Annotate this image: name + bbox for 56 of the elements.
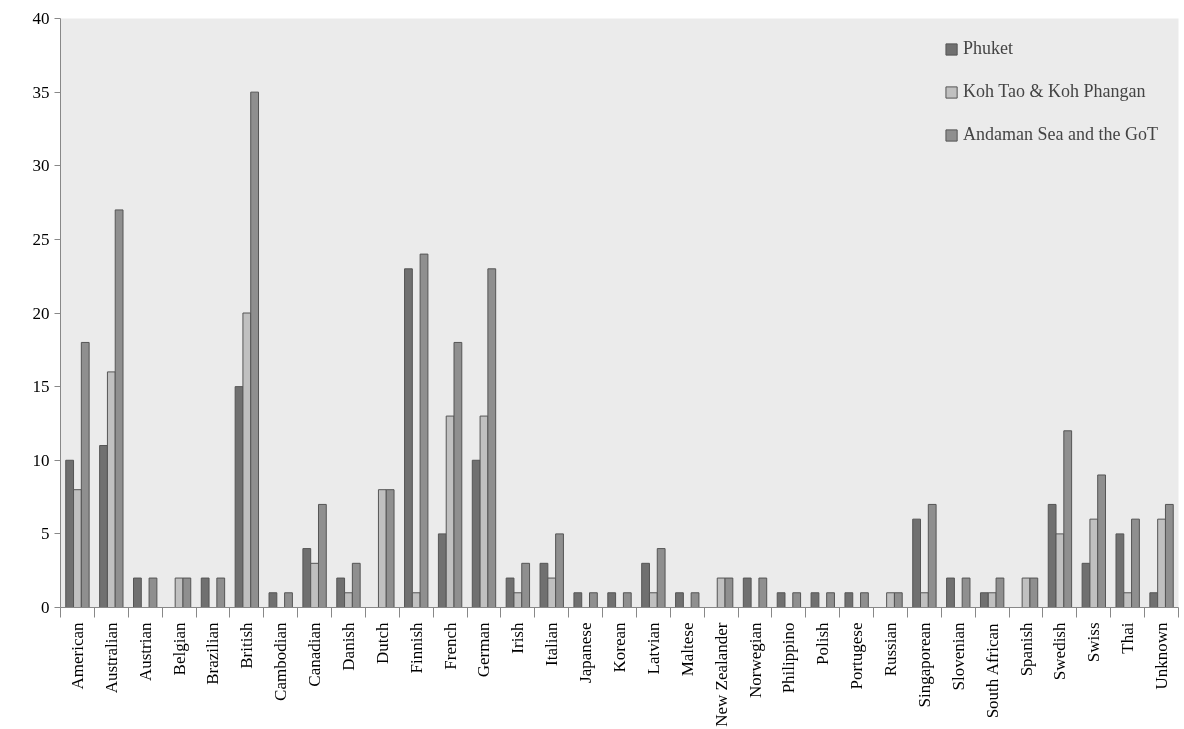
- x-tick-label: Belgian: [169, 622, 189, 676]
- bar: [946, 577, 955, 608]
- x-tick-label: Unknown: [1152, 622, 1172, 690]
- x-tick-label: Maltese: [677, 622, 697, 677]
- x-tick-label: Brazilian: [203, 622, 223, 685]
- bar: [810, 592, 820, 608]
- x-tick-label: Austrian: [135, 622, 155, 682]
- legend-label: Phuket: [963, 38, 1014, 59]
- bar: [675, 592, 684, 608]
- y-tick-label: 40: [32, 9, 50, 28]
- x-tick-label: Italian: [542, 622, 562, 666]
- x-tick-label: Canadian: [305, 622, 325, 687]
- bar: [742, 577, 752, 608]
- x-tick-label: German: [474, 622, 494, 678]
- y-tick-label: 5: [41, 524, 50, 544]
- x-tick-label: Australian: [101, 622, 121, 694]
- x-tick-label: Thai: [1118, 622, 1138, 654]
- y-tick-label: 20: [32, 303, 50, 323]
- x-tick-label: Latvian: [643, 622, 663, 675]
- x-tick-label: Irish: [508, 622, 528, 654]
- legend-label: Koh Tao & Koh Phangan: [963, 81, 1146, 102]
- x-tick-label: Swedish: [1050, 622, 1070, 681]
- x-tick-label: Russian: [881, 622, 901, 677]
- x-tick-label: Japanese: [576, 622, 596, 683]
- x-tick-label: Portugese: [847, 622, 867, 690]
- x-tick-label: Finnish: [406, 622, 426, 674]
- x-tick-label: New Zealander: [711, 622, 731, 727]
- x-tick-label: British: [237, 622, 257, 669]
- x-tick-label: Philippino: [779, 622, 799, 694]
- bar: [607, 592, 617, 608]
- x-tick-label: Singaporean: [914, 622, 934, 708]
- bar: [200, 577, 210, 608]
- y-tick-label: 35: [32, 82, 50, 102]
- x-tick-label: American: [67, 622, 87, 690]
- y-tick-label: 10: [32, 450, 50, 470]
- x-tick-label: Swiss: [1084, 622, 1104, 663]
- x-tick-label: Danish: [338, 622, 358, 671]
- x-tick-label: South African: [982, 622, 1002, 719]
- y-tick-label: 0: [41, 598, 50, 617]
- x-tick-label: Norwegian: [745, 622, 765, 699]
- bar: [776, 592, 786, 608]
- bar: [844, 592, 854, 608]
- x-tick-label: Cambodian: [271, 622, 291, 701]
- bar: [573, 592, 583, 608]
- x-tick-label: Korean: [610, 622, 629, 673]
- x-tick-label: Dutch: [372, 622, 392, 665]
- bar: [268, 592, 278, 608]
- y-tick-label: 25: [32, 229, 50, 249]
- x-tick-label: French: [440, 622, 460, 670]
- y-tick-label: 30: [32, 156, 50, 176]
- legend-label: Andaman Sea and the GoT: [963, 124, 1158, 145]
- x-tick-label: Spanish: [1016, 622, 1036, 677]
- y-tick-label: 15: [32, 377, 50, 397]
- x-tick-label: Polish: [813, 622, 833, 666]
- x-tick-label: Slovenian: [948, 622, 968, 691]
- bar: [133, 577, 142, 608]
